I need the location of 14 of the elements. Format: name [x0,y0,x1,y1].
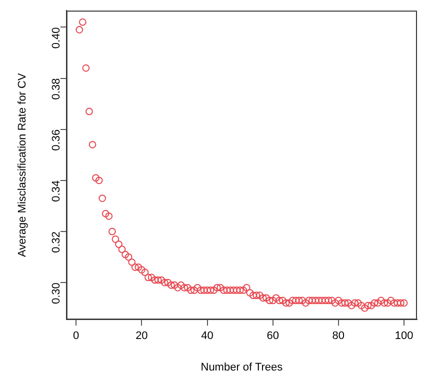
x-tick-label: 40 [201,330,214,342]
x-tick-label: 80 [332,330,345,342]
x-axis-title: Number of Trees [200,361,284,374]
y-tick-label: 0.38 [50,78,62,100]
y-tick-label: 0.30 [50,282,62,304]
y-tick-label: 0.32 [50,231,62,253]
x-tick-label: 100 [394,330,414,342]
x-tick-label: 60 [266,330,279,342]
y-tick-label: 0.34 [50,180,62,202]
y-tick-label: 0.40 [50,27,62,49]
y-tick-label: 0.36 [50,129,62,151]
y-axis-title: Average Misclassification Rate for CV [16,72,29,258]
x-tick-label: 20 [136,330,148,342]
x-tick-label: 0 [73,330,80,342]
